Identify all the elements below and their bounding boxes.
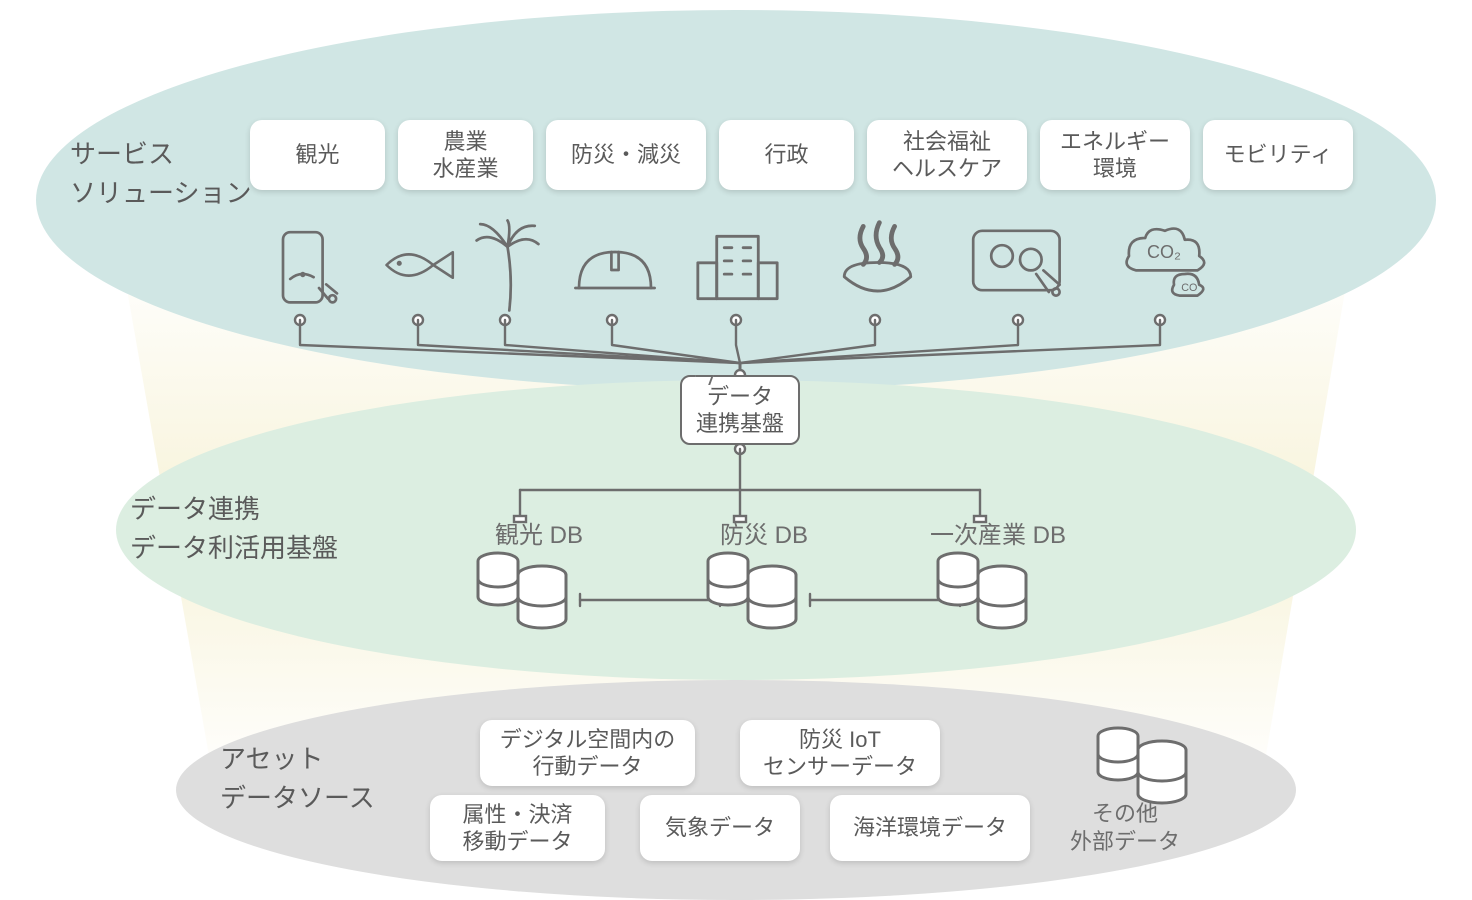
palm-icon	[470, 215, 545, 315]
phone-touch-icon	[265, 225, 355, 315]
asset-card-attr-payment: 属性・決済移動データ	[430, 795, 605, 861]
layer-mid-label-l1: データ連携	[130, 494, 260, 524]
service-card-mobility: モビリティ	[1203, 120, 1353, 190]
layer-top-label: サービス ソリューション	[70, 135, 251, 213]
hub-label-l1: データ	[707, 384, 773, 409]
hub-label-l2: 連携基盤	[696, 411, 784, 436]
service-card-energy: エネルギー環境	[1040, 120, 1190, 190]
asset-card-iot-sensor: 防災 IoTセンサーデータ	[740, 720, 940, 786]
co2-cloud-icon: CO₂ CO	[1110, 220, 1220, 310]
layer-bottom-label-l2: データソース	[220, 783, 375, 813]
database-icon	[700, 545, 810, 640]
onsen-icon	[830, 215, 925, 310]
database-icon	[470, 545, 580, 640]
service-card-gov: 行政	[719, 120, 854, 190]
svg-text:CO: CO	[1181, 282, 1197, 294]
asset-card-digital-behavior: デジタル空間内の行動データ	[480, 720, 695, 786]
tablet-touch-icon	[965, 220, 1075, 310]
service-card-disaster: 防災・減災	[546, 120, 706, 190]
layer-mid-label: データ連携 データ利活用基盤	[130, 490, 338, 568]
helmet-icon	[570, 235, 660, 305]
asset-card-weather: 気象データ	[640, 795, 800, 861]
svg-text:CO₂: CO₂	[1147, 242, 1181, 262]
layer-bottom-label: アセット データソース	[220, 740, 375, 818]
external-data-label: その他外部データ	[1070, 800, 1180, 855]
asset-card-ocean: 海洋環境データ	[830, 795, 1030, 861]
layer-top-label-l1: サービス	[70, 139, 174, 169]
service-card-agri: 農業水産業	[398, 120, 533, 190]
fish-icon	[378, 235, 463, 295]
layer-mid-label-l2: データ利活用基盤	[130, 533, 338, 563]
layer-top-label-l2: ソリューション	[70, 178, 251, 208]
layer-bottom-label-l1: アセット	[220, 744, 323, 774]
service-card-welfare: 社会福祉ヘルスケア	[867, 120, 1027, 190]
building-icon	[690, 225, 785, 310]
diagram-stage: サービス ソリューション データ連携 データ利活用基盤 アセット データソース …	[0, 0, 1472, 900]
database-icon	[930, 545, 1040, 640]
data-hub-node: データ 連携基盤	[680, 375, 800, 445]
service-card-tourism: 観光	[250, 120, 385, 190]
